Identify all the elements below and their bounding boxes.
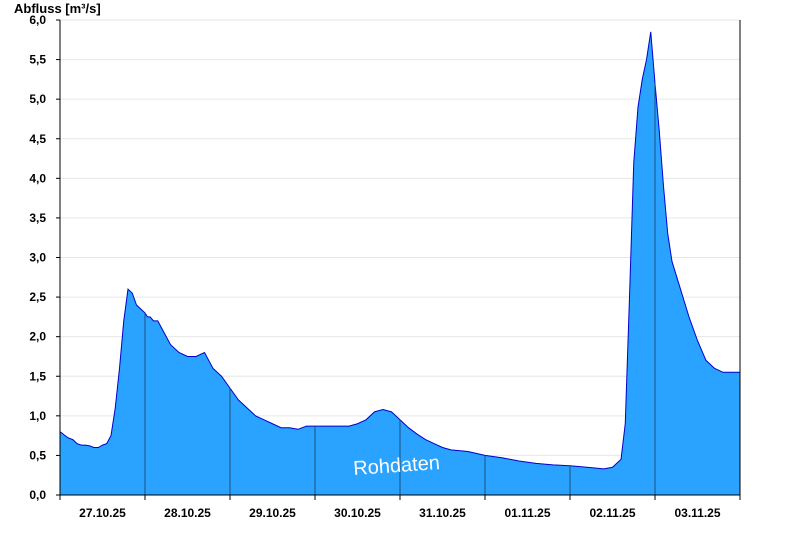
y-tick-label: 4,5 <box>29 132 46 146</box>
y-tick-label: 2,5 <box>29 290 46 304</box>
x-tick-label: 31.10.25 <box>419 506 466 520</box>
discharge-line <box>59 31 740 470</box>
x-tick-label: 28.10.25 <box>164 506 211 520</box>
y-tick-label: 4,0 <box>29 171 46 185</box>
y-tick-label: 3,5 <box>29 211 46 225</box>
axes <box>56 19 741 500</box>
y-tick-label: 2,0 <box>29 330 46 344</box>
x-tick-label: 03.11.25 <box>674 506 720 520</box>
data-area <box>59 31 740 495</box>
y-tick-label: 5,5 <box>29 53 46 67</box>
y-tick-label: 1,0 <box>29 409 46 423</box>
y-tick-label: 6,0 <box>29 13 46 27</box>
x-tick-labels: 27.10.25 28.10.25 29.10.25 30.10.25 31.10.25… <box>79 506 721 520</box>
y-tick-label: 0,0 <box>29 488 46 502</box>
y-tick-label: 5,0 <box>29 92 46 106</box>
x-tick-label: 01.11.25 <box>504 506 550 520</box>
x-tick-label: 02.11.25 <box>589 506 635 520</box>
x-tick-label: 29.10.25 <box>249 506 296 520</box>
y-tick-label: 1,5 <box>29 369 46 383</box>
discharge-area <box>60 31 740 495</box>
y-tick-label: 3,0 <box>29 251 46 265</box>
x-tick-label: 27.10.25 <box>79 506 126 520</box>
y-tick-labels: 0,0 0,5 1,0 1,5 2,0 2,5 3,0 3,5 4,0 4,5 5,0 5,5 6,0 <box>29 13 46 502</box>
y-tick-label: 0,5 <box>29 448 46 462</box>
y-axis-title: Abfluss [m³/s] <box>14 1 101 16</box>
x-tick-label: 30.10.25 <box>334 506 381 520</box>
